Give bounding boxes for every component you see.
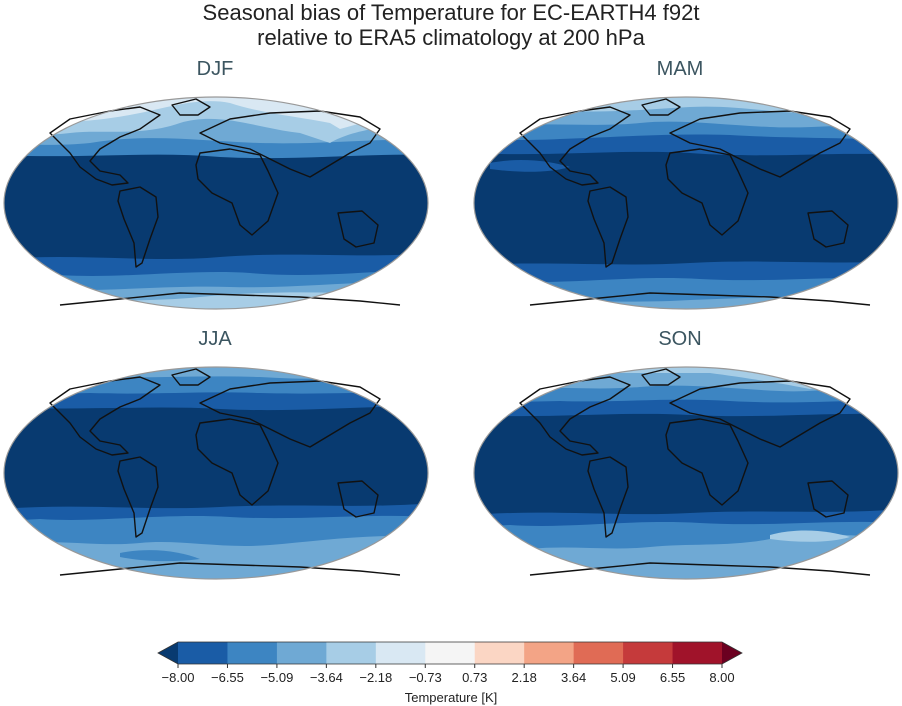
coastline-jja (49, 368, 401, 576)
colorbar-extend-high (722, 642, 742, 664)
map-panel-son (473, 366, 899, 580)
colorbar-tick-label: −5.09 (260, 670, 293, 685)
coastline-djf (49, 98, 401, 306)
colorbar-tick-label: −6.55 (211, 670, 244, 685)
panel-title-djf: DJF (196, 58, 234, 80)
panel-title-jja: JJA (198, 328, 232, 350)
colorbar-tick-label: 8.00 (709, 670, 734, 685)
colorbar-tick-label: 2.18 (512, 670, 537, 685)
colorbar-bin (623, 642, 674, 664)
colorbar-tick-label: −0.73 (409, 670, 442, 685)
colorbar-tick-label: 3.64 (561, 670, 586, 685)
colorbar-tick-label: 5.09 (610, 670, 635, 685)
map-panel-jja (3, 366, 429, 580)
colorbar-tick-label: −8.00 (162, 670, 195, 685)
colorbar-bin (276, 642, 327, 664)
colorbar-bin (672, 642, 723, 664)
figure-title-line2: relative to ERA5 climatology at 200 hPa (257, 25, 645, 50)
colorbar-extend-low (158, 642, 178, 664)
coastline-son (519, 368, 871, 576)
colorbar: −8.00 −6.55 −5.09 −3.64 −2.18 −0.73 0.73 2.18 3.… (157, 641, 743, 685)
colorbar-bin (474, 642, 525, 664)
colorbar-tick-label: 0.73 (462, 670, 487, 685)
colorbar-bin (375, 642, 426, 664)
coastline-mam (519, 98, 871, 306)
colorbar-tick-label: 6.55 (660, 670, 685, 685)
colorbar-bin (326, 642, 377, 664)
colorbar-tick-label: −3.64 (310, 670, 343, 685)
colorbar-tick-label: −2.18 (359, 670, 392, 685)
colorbar-bin (425, 642, 476, 664)
panel-title-mam: MAM (656, 58, 704, 80)
map-panel-mam (473, 96, 899, 310)
colorbar-bin (573, 642, 624, 664)
colorbar-bin (178, 642, 228, 664)
colorbar-bin (524, 642, 575, 664)
colorbar-label: Temperature [K] (404, 690, 498, 705)
colorbar-bin (227, 642, 278, 664)
map-panel-djf (3, 96, 429, 310)
panel-title-son: SON (658, 328, 702, 350)
figure-title-line1: Seasonal bias of Temperature for EC-EART… (202, 0, 700, 25)
